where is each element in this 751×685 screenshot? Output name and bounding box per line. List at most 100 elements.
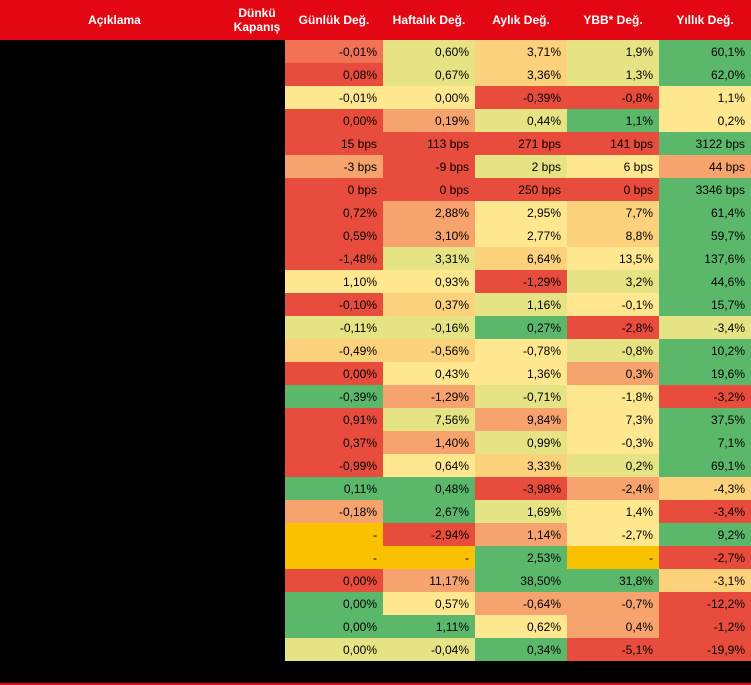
cell-desc — [0, 339, 229, 362]
cell-close — [229, 385, 285, 408]
cell-value: -0,39% — [475, 86, 567, 109]
cell-close — [229, 638, 285, 661]
cell-value: 0 bps — [567, 178, 659, 201]
cell-value: 2,77% — [475, 224, 567, 247]
cell-value: 0,72% — [285, 201, 383, 224]
table-row: --2,53%--2,7% — [0, 546, 751, 569]
cell-value: -0,16% — [383, 316, 475, 339]
cell-value: 0,00% — [383, 86, 475, 109]
cell-value: 1,14% — [475, 523, 567, 546]
cell-value: 113 bps — [383, 132, 475, 155]
cell-value: -3,1% — [659, 569, 751, 592]
cell-value: 11,17% — [383, 569, 475, 592]
cell-value: -2,7% — [567, 523, 659, 546]
cell-value: -2,94% — [383, 523, 475, 546]
cell-close — [229, 500, 285, 523]
table-row: 1,10%0,93%-1,29%3,2%44,6% — [0, 270, 751, 293]
cell-desc — [0, 109, 229, 132]
table-body: -0,01%0,60%3,71%1,9%60,1%0,08%0,67%3,36%… — [0, 40, 751, 661]
cell-value: -2,8% — [567, 316, 659, 339]
cell-desc — [0, 592, 229, 615]
col-header-daily: Günlük Değ. — [285, 0, 383, 40]
cell-value: 1,1% — [567, 109, 659, 132]
cell-close — [229, 431, 285, 454]
cell-value: 1,40% — [383, 431, 475, 454]
cell-close — [229, 86, 285, 109]
cell-desc — [0, 477, 229, 500]
cell-value: 0,48% — [383, 477, 475, 500]
cell-value: 0,57% — [383, 592, 475, 615]
cell-close — [229, 408, 285, 431]
cell-value: -3,4% — [659, 316, 751, 339]
cell-close — [229, 63, 285, 86]
cell-value: 0,91% — [285, 408, 383, 431]
cell-close — [229, 224, 285, 247]
table-row: -0,11%-0,16%0,27%-2,8%-3,4% — [0, 316, 751, 339]
cell-desc — [0, 63, 229, 86]
cell-value: 0 bps — [383, 178, 475, 201]
cell-value: - — [383, 546, 475, 569]
cell-value: 0,2% — [659, 109, 751, 132]
cell-value: 0,08% — [285, 63, 383, 86]
cell-value: -0,78% — [475, 339, 567, 362]
cell-value: -0,11% — [285, 316, 383, 339]
cell-value: 250 bps — [475, 178, 567, 201]
cell-close — [229, 339, 285, 362]
cell-value: 8,8% — [567, 224, 659, 247]
cell-value: 0,27% — [475, 316, 567, 339]
col-header-ytd: YBB* Değ. — [567, 0, 659, 40]
table-row: 0,00%11,17%38,50%31,8%-3,1% — [0, 569, 751, 592]
table-row: -0,10%0,37%1,16%-0,1%15,7% — [0, 293, 751, 316]
cell-value: 9,2% — [659, 523, 751, 546]
cell-value: 0,43% — [383, 362, 475, 385]
cell-value: -1,29% — [475, 270, 567, 293]
cell-value: 1,16% — [475, 293, 567, 316]
cell-value: -3 bps — [285, 155, 383, 178]
heatmap-table-container: AçıklamaDünkü KapanışGünlük Değ.Haftalık… — [0, 0, 751, 685]
cell-close — [229, 178, 285, 201]
table-row: 0,37%1,40%0,99%-0,3%7,1% — [0, 431, 751, 454]
cell-value: -0,04% — [383, 638, 475, 661]
cell-desc — [0, 40, 229, 63]
cell-value: 0,60% — [383, 40, 475, 63]
cell-value: 0,00% — [285, 592, 383, 615]
table-row: 0,08%0,67%3,36%1,3%62,0% — [0, 63, 751, 86]
cell-value: 271 bps — [475, 132, 567, 155]
cell-value: -3,98% — [475, 477, 567, 500]
cell-value: 15 bps — [285, 132, 383, 155]
cell-value: -0,7% — [567, 592, 659, 615]
cell-value: 37,5% — [659, 408, 751, 431]
cell-value: 0,62% — [475, 615, 567, 638]
cell-desc — [0, 615, 229, 638]
cell-close — [229, 155, 285, 178]
table-row: 0,59%3,10%2,77%8,8%59,7% — [0, 224, 751, 247]
cell-close — [229, 477, 285, 500]
cell-value: -4,3% — [659, 477, 751, 500]
cell-value: 3122 bps — [659, 132, 751, 155]
cell-value: 0,93% — [383, 270, 475, 293]
cell-close — [229, 247, 285, 270]
cell-desc — [0, 638, 229, 661]
cell-value: 3346 bps — [659, 178, 751, 201]
cell-value: 1,1% — [659, 86, 751, 109]
cell-value: 7,7% — [567, 201, 659, 224]
cell-desc — [0, 500, 229, 523]
table-row: -3 bps-9 bps2 bps6 bps44 bps — [0, 155, 751, 178]
cell-value: 1,11% — [383, 615, 475, 638]
cell-value: 0,00% — [285, 362, 383, 385]
cell-desc — [0, 224, 229, 247]
cell-desc — [0, 546, 229, 569]
cell-value: 2,67% — [383, 500, 475, 523]
cell-value: 0,64% — [383, 454, 475, 477]
cell-value: 62,0% — [659, 63, 751, 86]
cell-desc — [0, 454, 229, 477]
cell-desc — [0, 362, 229, 385]
cell-desc — [0, 316, 229, 339]
table-row: 0,72%2,88%2,95%7,7%61,4% — [0, 201, 751, 224]
cell-value: 3,36% — [475, 63, 567, 86]
cell-value: -1,29% — [383, 385, 475, 408]
table-row: -0,39%-1,29%-0,71%-1,8%-3,2% — [0, 385, 751, 408]
cell-desc — [0, 155, 229, 178]
cell-close — [229, 316, 285, 339]
cell-value: 9,84% — [475, 408, 567, 431]
